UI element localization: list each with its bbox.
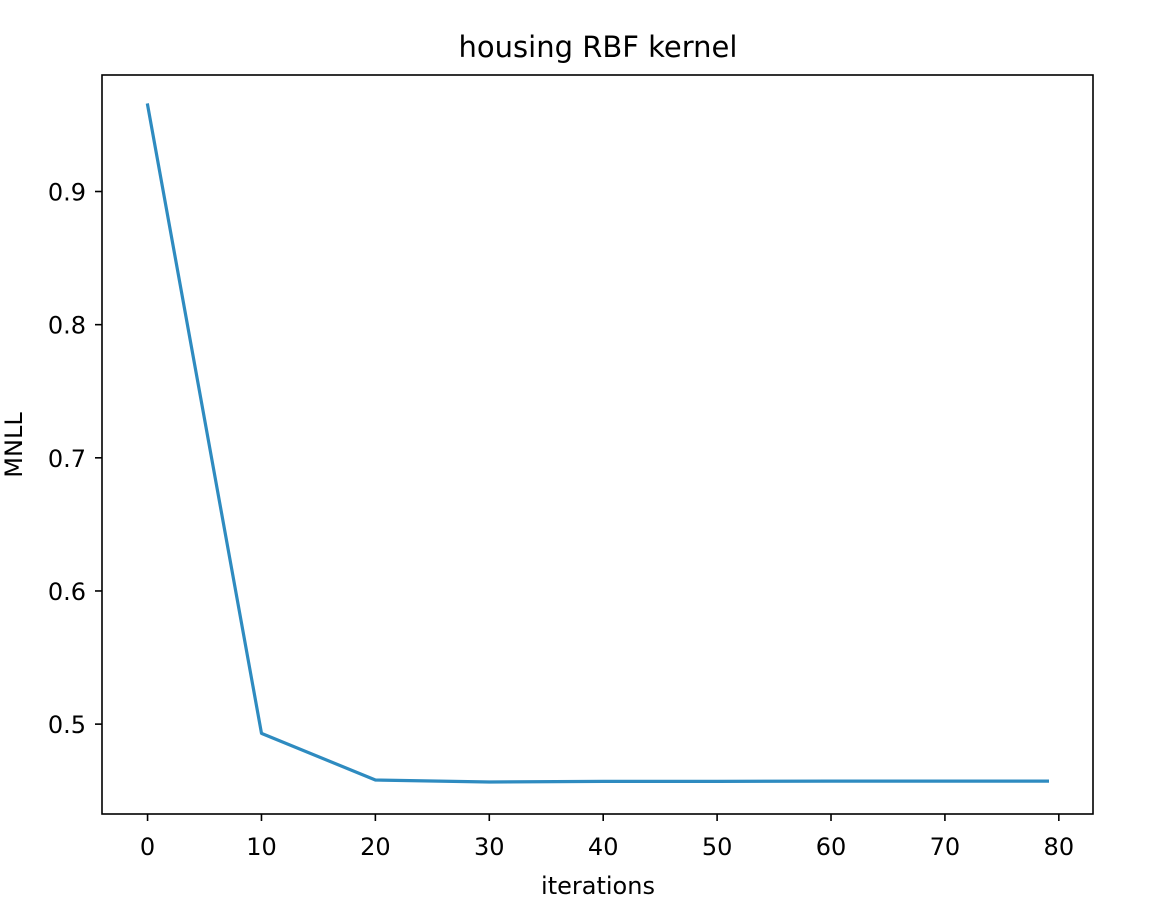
x-tick-label: 20 — [360, 833, 391, 861]
x-tick-label: 10 — [246, 833, 277, 861]
series-layer — [145, 103, 1050, 784]
y-axis-label: MNLL — [0, 412, 28, 478]
x-tick-label: 0 — [140, 833, 155, 861]
x-axis-label: iterations — [541, 872, 655, 900]
x-tick-label: 60 — [816, 833, 847, 861]
plot-area-frame — [101, 74, 1094, 815]
x-tick-label: 70 — [930, 833, 961, 861]
y-tick-label: 0.6 — [48, 578, 86, 606]
y-tick-label: 0.8 — [48, 312, 86, 340]
x-tick-label: 80 — [1044, 833, 1075, 861]
chart-title: housing RBF kernel — [459, 30, 738, 64]
y-tick-label: 0.9 — [48, 179, 86, 207]
y-tick-label: 0.7 — [48, 445, 86, 473]
x-tick-label: 30 — [474, 833, 505, 861]
y-tick-label: 0.5 — [48, 711, 86, 739]
y-axis: 0.5 0.6 0.7 0.8 0.9 — [48, 179, 102, 739]
x-tick-label: 50 — [702, 833, 733, 861]
x-axis: 0 10 20 30 40 50 60 70 80 — [140, 814, 1074, 861]
series-line — [145, 103, 1050, 784]
x-tick-label: 40 — [588, 833, 619, 861]
